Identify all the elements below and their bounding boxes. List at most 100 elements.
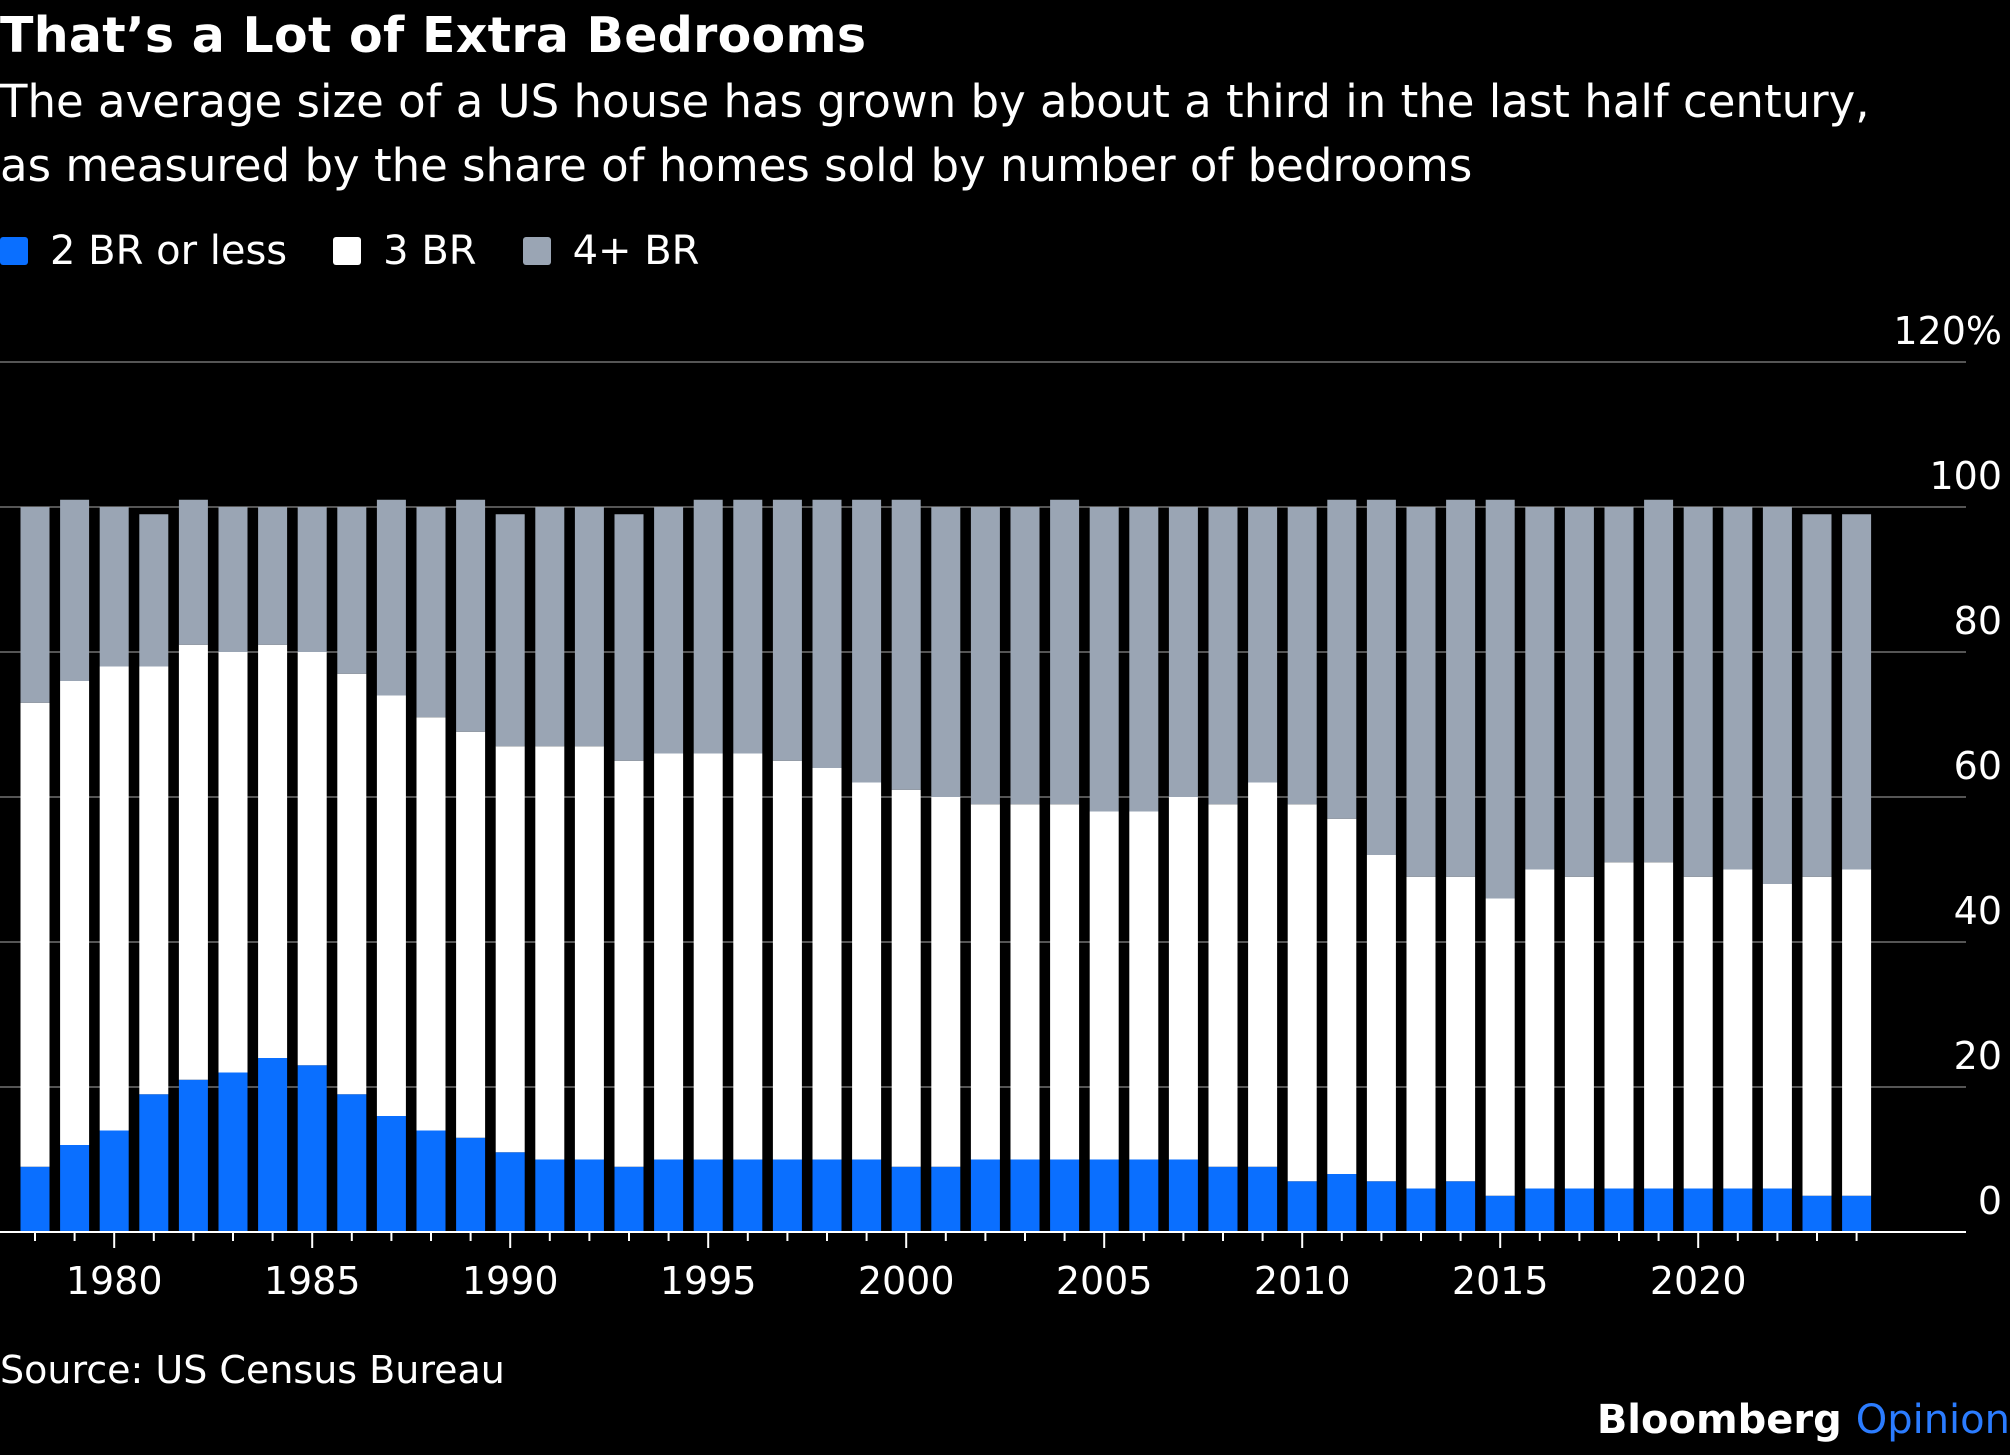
bar-segment-4br bbox=[1604, 507, 1634, 863]
bar-segment-4br bbox=[178, 499, 208, 645]
bar-segment-2br bbox=[20, 1166, 50, 1232]
bar-segment-4br bbox=[1485, 499, 1515, 899]
bar-segment-4br bbox=[337, 507, 367, 674]
bar-segment-4br bbox=[693, 499, 723, 754]
bar-segment-4br bbox=[654, 507, 684, 754]
bar-segment-2br bbox=[297, 1065, 327, 1232]
bar-segment-3br bbox=[1050, 804, 1080, 1160]
bar-segment-2br bbox=[139, 1094, 169, 1232]
bar-segment-2br bbox=[258, 1058, 288, 1232]
bar-segment-4br bbox=[376, 499, 406, 696]
bar-segment-2br bbox=[1208, 1166, 1238, 1232]
bar-segment-4br bbox=[1287, 507, 1317, 805]
bar-segment-4br bbox=[1208, 507, 1238, 805]
y-tick-label: 120% bbox=[1893, 309, 2002, 353]
legend-swatch-4br bbox=[522, 237, 551, 265]
bar-segment-3br bbox=[812, 768, 842, 1160]
legend-item-4br: 4+ BR bbox=[522, 228, 699, 274]
bar-segment-3br bbox=[1604, 862, 1634, 1189]
bar-segment-4br bbox=[1010, 507, 1040, 805]
bar-segment-4br bbox=[1366, 499, 1396, 855]
legend-label-3br: 3 BR bbox=[383, 228, 477, 274]
bar-segment-3br bbox=[1248, 782, 1278, 1167]
bar-segment-4br bbox=[1406, 507, 1436, 877]
bar-segment-2br bbox=[614, 1166, 644, 1232]
legend-swatch-2br bbox=[0, 237, 28, 265]
bar-segment-4br bbox=[1762, 507, 1792, 884]
bar-segment-3br bbox=[1644, 862, 1674, 1189]
bar-segment-3br bbox=[1564, 876, 1594, 1189]
bar-segment-2br bbox=[1327, 1174, 1357, 1232]
bar-segment-2br bbox=[1525, 1188, 1555, 1232]
bar-segment-4br bbox=[931, 507, 961, 797]
bar-segment-3br bbox=[376, 695, 406, 1116]
bar-segment-2br bbox=[1446, 1181, 1476, 1232]
bar-segment-3br bbox=[1446, 876, 1476, 1182]
bar-segment-4br bbox=[416, 507, 446, 718]
chart-title: That’s a Lot of Extra Bedrooms bbox=[0, 7, 867, 64]
bar-segment-2br bbox=[99, 1130, 129, 1232]
bar-segment-4br bbox=[1050, 499, 1080, 805]
legend-label-2br: 2 BR or less bbox=[50, 228, 288, 274]
bar-segment-3br bbox=[495, 746, 525, 1153]
x-tick-label: 2005 bbox=[1056, 1259, 1153, 1303]
bar-segment-2br bbox=[456, 1137, 486, 1232]
bar-segment-2br bbox=[852, 1159, 882, 1232]
bar-segment-2br bbox=[1287, 1181, 1317, 1232]
bar-segment-3br bbox=[1842, 869, 1872, 1196]
bar-segment-3br bbox=[337, 673, 367, 1095]
bar-segment-3br bbox=[20, 702, 50, 1167]
bar-segment-2br bbox=[574, 1159, 604, 1232]
bar-segment-4br bbox=[733, 499, 763, 754]
bar-segment-3br bbox=[258, 644, 288, 1058]
bar-segment-2br bbox=[1010, 1159, 1040, 1232]
bar-segment-2br bbox=[1564, 1188, 1594, 1232]
bar-segment-2br bbox=[376, 1116, 406, 1232]
bar-segment-4br bbox=[297, 507, 327, 652]
bar-segment-4br bbox=[456, 499, 486, 732]
bar-segment-4br bbox=[1168, 507, 1198, 797]
x-tick-label: 1985 bbox=[264, 1259, 361, 1303]
bar-segment-2br bbox=[1089, 1159, 1119, 1232]
bar-segment-3br bbox=[60, 681, 90, 1145]
bar-segment-2br bbox=[1644, 1188, 1674, 1232]
bar-segment-4br bbox=[218, 507, 248, 652]
bar-segment-4br bbox=[535, 507, 565, 747]
x-tick-label: 2000 bbox=[858, 1259, 955, 1303]
bar-segment-4br bbox=[1683, 507, 1713, 877]
y-tick-label: 80 bbox=[1954, 599, 2002, 643]
bar-segment-4br bbox=[852, 499, 882, 783]
bar-segment-3br bbox=[218, 652, 248, 1073]
bar-segment-4br bbox=[772, 499, 802, 761]
bar-segment-3br bbox=[891, 789, 921, 1167]
y-tick-label: 40 bbox=[1954, 889, 2002, 933]
bar-segment-3br bbox=[1525, 869, 1555, 1189]
x-tick-label: 1980 bbox=[66, 1259, 163, 1303]
bar-segment-3br bbox=[733, 753, 763, 1160]
x-axis: 1980 1985 1990 1995 2000 2005 2010 2015 2020 bbox=[0, 1231, 1966, 1303]
bar-segment-2br bbox=[693, 1159, 723, 1232]
bar-segment-4br bbox=[812, 499, 842, 768]
bar-segment-4br bbox=[258, 507, 288, 645]
y-tick-label: 60 bbox=[1954, 744, 2002, 788]
bar-segment-2br bbox=[1406, 1188, 1436, 1232]
bar-segment-2br bbox=[1842, 1195, 1872, 1232]
bar-segment-3br bbox=[297, 652, 327, 1066]
stacked-bar-chart: 0 20 40 60 80 100 120% 1980 1985 1990 1995 2000 200… bbox=[0, 309, 2002, 1303]
bar-segment-4br bbox=[20, 507, 50, 703]
bar-segment-3br bbox=[772, 760, 802, 1160]
bar-segment-2br bbox=[1129, 1159, 1159, 1232]
bar-segment-2br bbox=[772, 1159, 802, 1232]
bar-segment-2br bbox=[495, 1152, 525, 1232]
bar-segment-2br bbox=[178, 1079, 208, 1232]
bar-segment-4br bbox=[1802, 514, 1832, 877]
bar-segment-4br bbox=[891, 499, 921, 790]
bar-segment-2br bbox=[891, 1166, 921, 1232]
bar-segment-2br bbox=[1485, 1195, 1515, 1232]
bar-segment-2br bbox=[1366, 1181, 1396, 1232]
bar-segment-4br bbox=[1525, 507, 1555, 870]
bar-segment-3br bbox=[535, 746, 565, 1160]
bar-segment-2br bbox=[1723, 1188, 1753, 1232]
bar-segment-3br bbox=[1327, 818, 1357, 1174]
bar-segment-3br bbox=[1683, 876, 1713, 1189]
